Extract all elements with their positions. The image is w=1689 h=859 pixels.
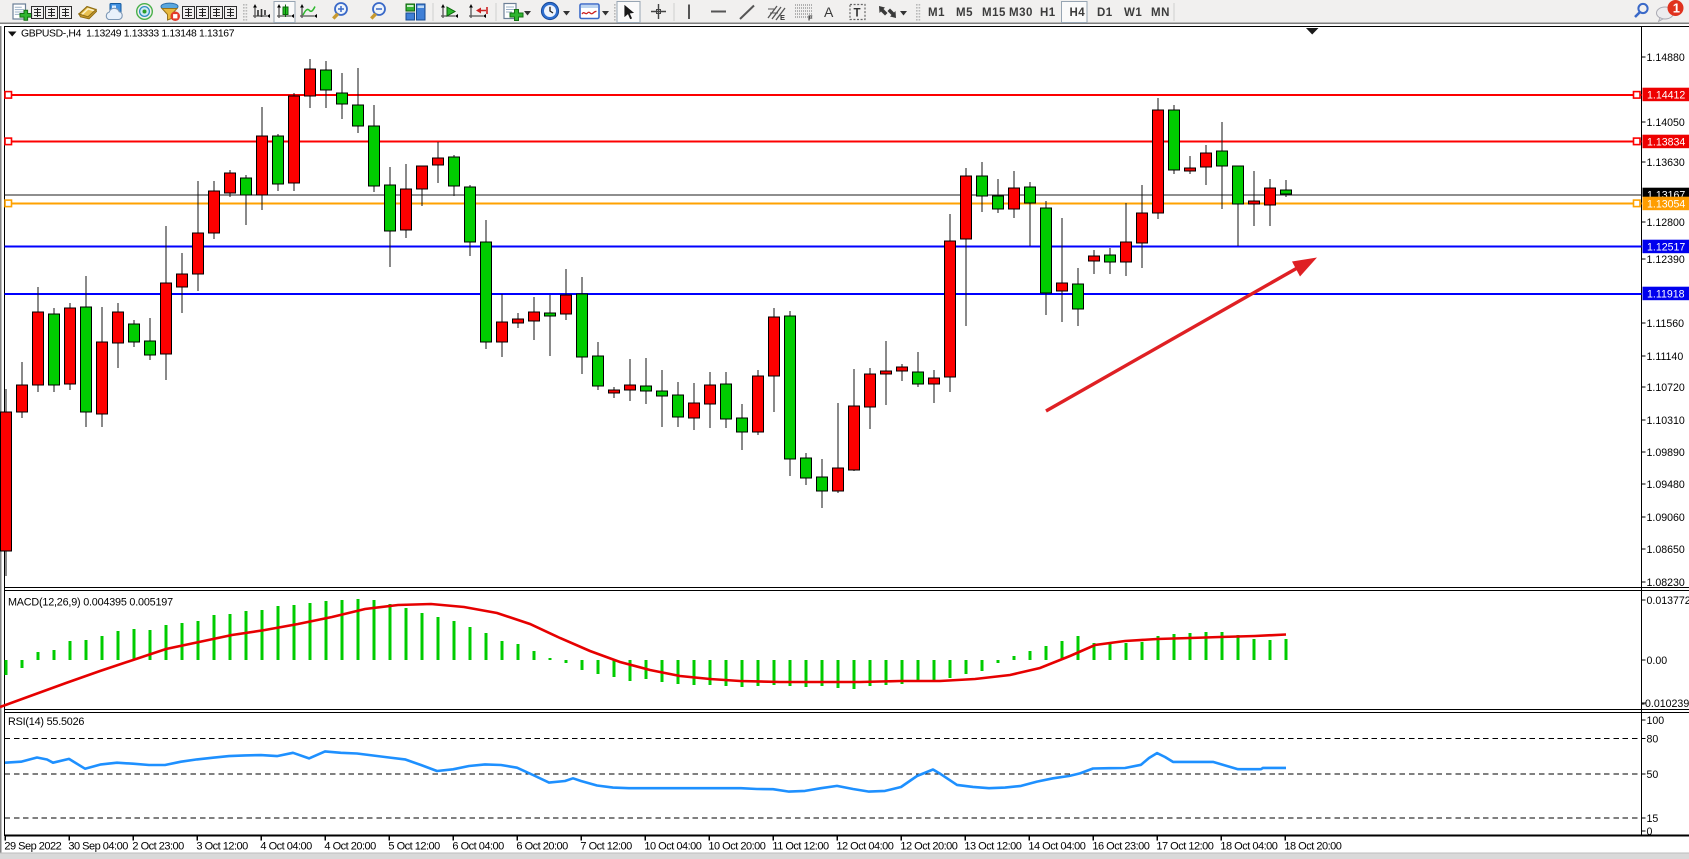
svg-text:1.13630: 1.13630 [1647, 157, 1685, 169]
svg-text:1.09890: 1.09890 [1647, 447, 1685, 459]
svg-text:1: 1 [1673, 1, 1680, 16]
svg-text:7 Oct 12:00: 7 Oct 12:00 [580, 841, 632, 853]
svg-text:F: F [808, 14, 813, 23]
svg-text:50: 50 [1647, 769, 1659, 781]
svg-text:1.12390: 1.12390 [1647, 254, 1685, 266]
svg-text:80: 80 [1647, 733, 1659, 745]
svg-text:1.09480: 1.09480 [1647, 479, 1685, 491]
svg-text:1.14880: 1.14880 [1647, 52, 1685, 64]
svg-text:6 Oct 04:00: 6 Oct 04:00 [452, 841, 504, 853]
svg-text:1.13054: 1.13054 [1647, 198, 1685, 210]
svg-text:M1: M1 [928, 7, 945, 19]
svg-text:0.00: 0.00 [1647, 655, 1668, 667]
svg-text:M15: M15 [982, 7, 1006, 19]
svg-text:13 Oct 12:00: 13 Oct 12:00 [964, 841, 1021, 853]
svg-text:1.11140: 1.11140 [1647, 351, 1684, 363]
svg-text:2 Oct 23:00: 2 Oct 23:00 [132, 841, 184, 853]
svg-text:10 Oct 04:00: 10 Oct 04:00 [644, 841, 701, 853]
svg-text:H4: H4 [1070, 7, 1086, 19]
svg-text:E: E [780, 13, 785, 22]
svg-text:1.08230: 1.08230 [1647, 577, 1685, 589]
svg-text:18 Oct 20:00: 18 Oct 20:00 [1284, 841, 1341, 853]
svg-text:H1: H1 [1040, 7, 1056, 19]
svg-text:29 Sep 2022: 29 Sep 2022 [4, 841, 61, 853]
svg-text:T: T [854, 8, 861, 20]
svg-text:1.12800: 1.12800 [1647, 217, 1685, 229]
svg-text:1.14412: 1.14412 [1647, 89, 1685, 101]
svg-text:-0.010239: -0.010239 [1642, 698, 1689, 710]
svg-text:5 Oct 12:00: 5 Oct 12:00 [388, 841, 440, 853]
svg-text:1.10720: 1.10720 [1647, 382, 1685, 394]
svg-text:18 Oct 04:00: 18 Oct 04:00 [1220, 841, 1277, 853]
svg-text:1.08650: 1.08650 [1647, 544, 1685, 556]
svg-text:15: 15 [1647, 813, 1659, 825]
svg-text:1.12517: 1.12517 [1647, 241, 1685, 253]
svg-text:4 Oct 04:00: 4 Oct 04:00 [260, 841, 312, 853]
svg-text:MN: MN [1151, 7, 1170, 19]
svg-text:100: 100 [1647, 715, 1665, 727]
svg-text:W1: W1 [1124, 7, 1142, 19]
svg-text:1.13834: 1.13834 [1647, 136, 1685, 148]
svg-text:0: 0 [1647, 826, 1653, 838]
svg-text:12 Oct 04:00: 12 Oct 04:00 [836, 841, 893, 853]
svg-text:1.09060: 1.09060 [1647, 512, 1685, 524]
svg-text:M5: M5 [956, 7, 973, 19]
svg-text:14 Oct 04:00: 14 Oct 04:00 [1028, 841, 1085, 853]
svg-text:A: A [824, 4, 834, 20]
svg-text:3 Oct 12:00: 3 Oct 12:00 [196, 841, 248, 853]
svg-text:10 Oct 20:00: 10 Oct 20:00 [708, 841, 765, 853]
svg-text:MACD(12,26,9) 0.004395 0.00519: MACD(12,26,9) 0.004395 0.005197 [8, 597, 173, 609]
svg-text:1.10310: 1.10310 [1647, 415, 1685, 427]
svg-text:1.11918: 1.11918 [1647, 288, 1685, 300]
svg-text:12 Oct 20:00: 12 Oct 20:00 [900, 841, 957, 853]
svg-text:17 Oct 12:00: 17 Oct 12:00 [1156, 841, 1213, 853]
svg-text:0.013772: 0.013772 [1647, 595, 1689, 607]
svg-text:16 Oct 23:00: 16 Oct 23:00 [1092, 841, 1149, 853]
svg-text:1.11560: 1.11560 [1647, 318, 1685, 330]
svg-text:11 Oct 12:00: 11 Oct 12:00 [772, 841, 829, 853]
svg-text:1.14050: 1.14050 [1647, 117, 1685, 129]
svg-text:30 Sep 04:00: 30 Sep 04:00 [68, 841, 128, 853]
svg-text:6 Oct 20:00: 6 Oct 20:00 [516, 841, 568, 853]
svg-text:GBPUSD-,H4 1.13249 1.13333 1.: GBPUSD-,H4 1.13249 1.13333 1.13148 1.131… [21, 29, 235, 40]
svg-text:4 Oct 20:00: 4 Oct 20:00 [324, 841, 376, 853]
svg-text:M30: M30 [1009, 7, 1033, 19]
svg-text:RSI(14) 55.5026: RSI(14) 55.5026 [8, 716, 84, 728]
svg-text:D1: D1 [1097, 7, 1113, 19]
